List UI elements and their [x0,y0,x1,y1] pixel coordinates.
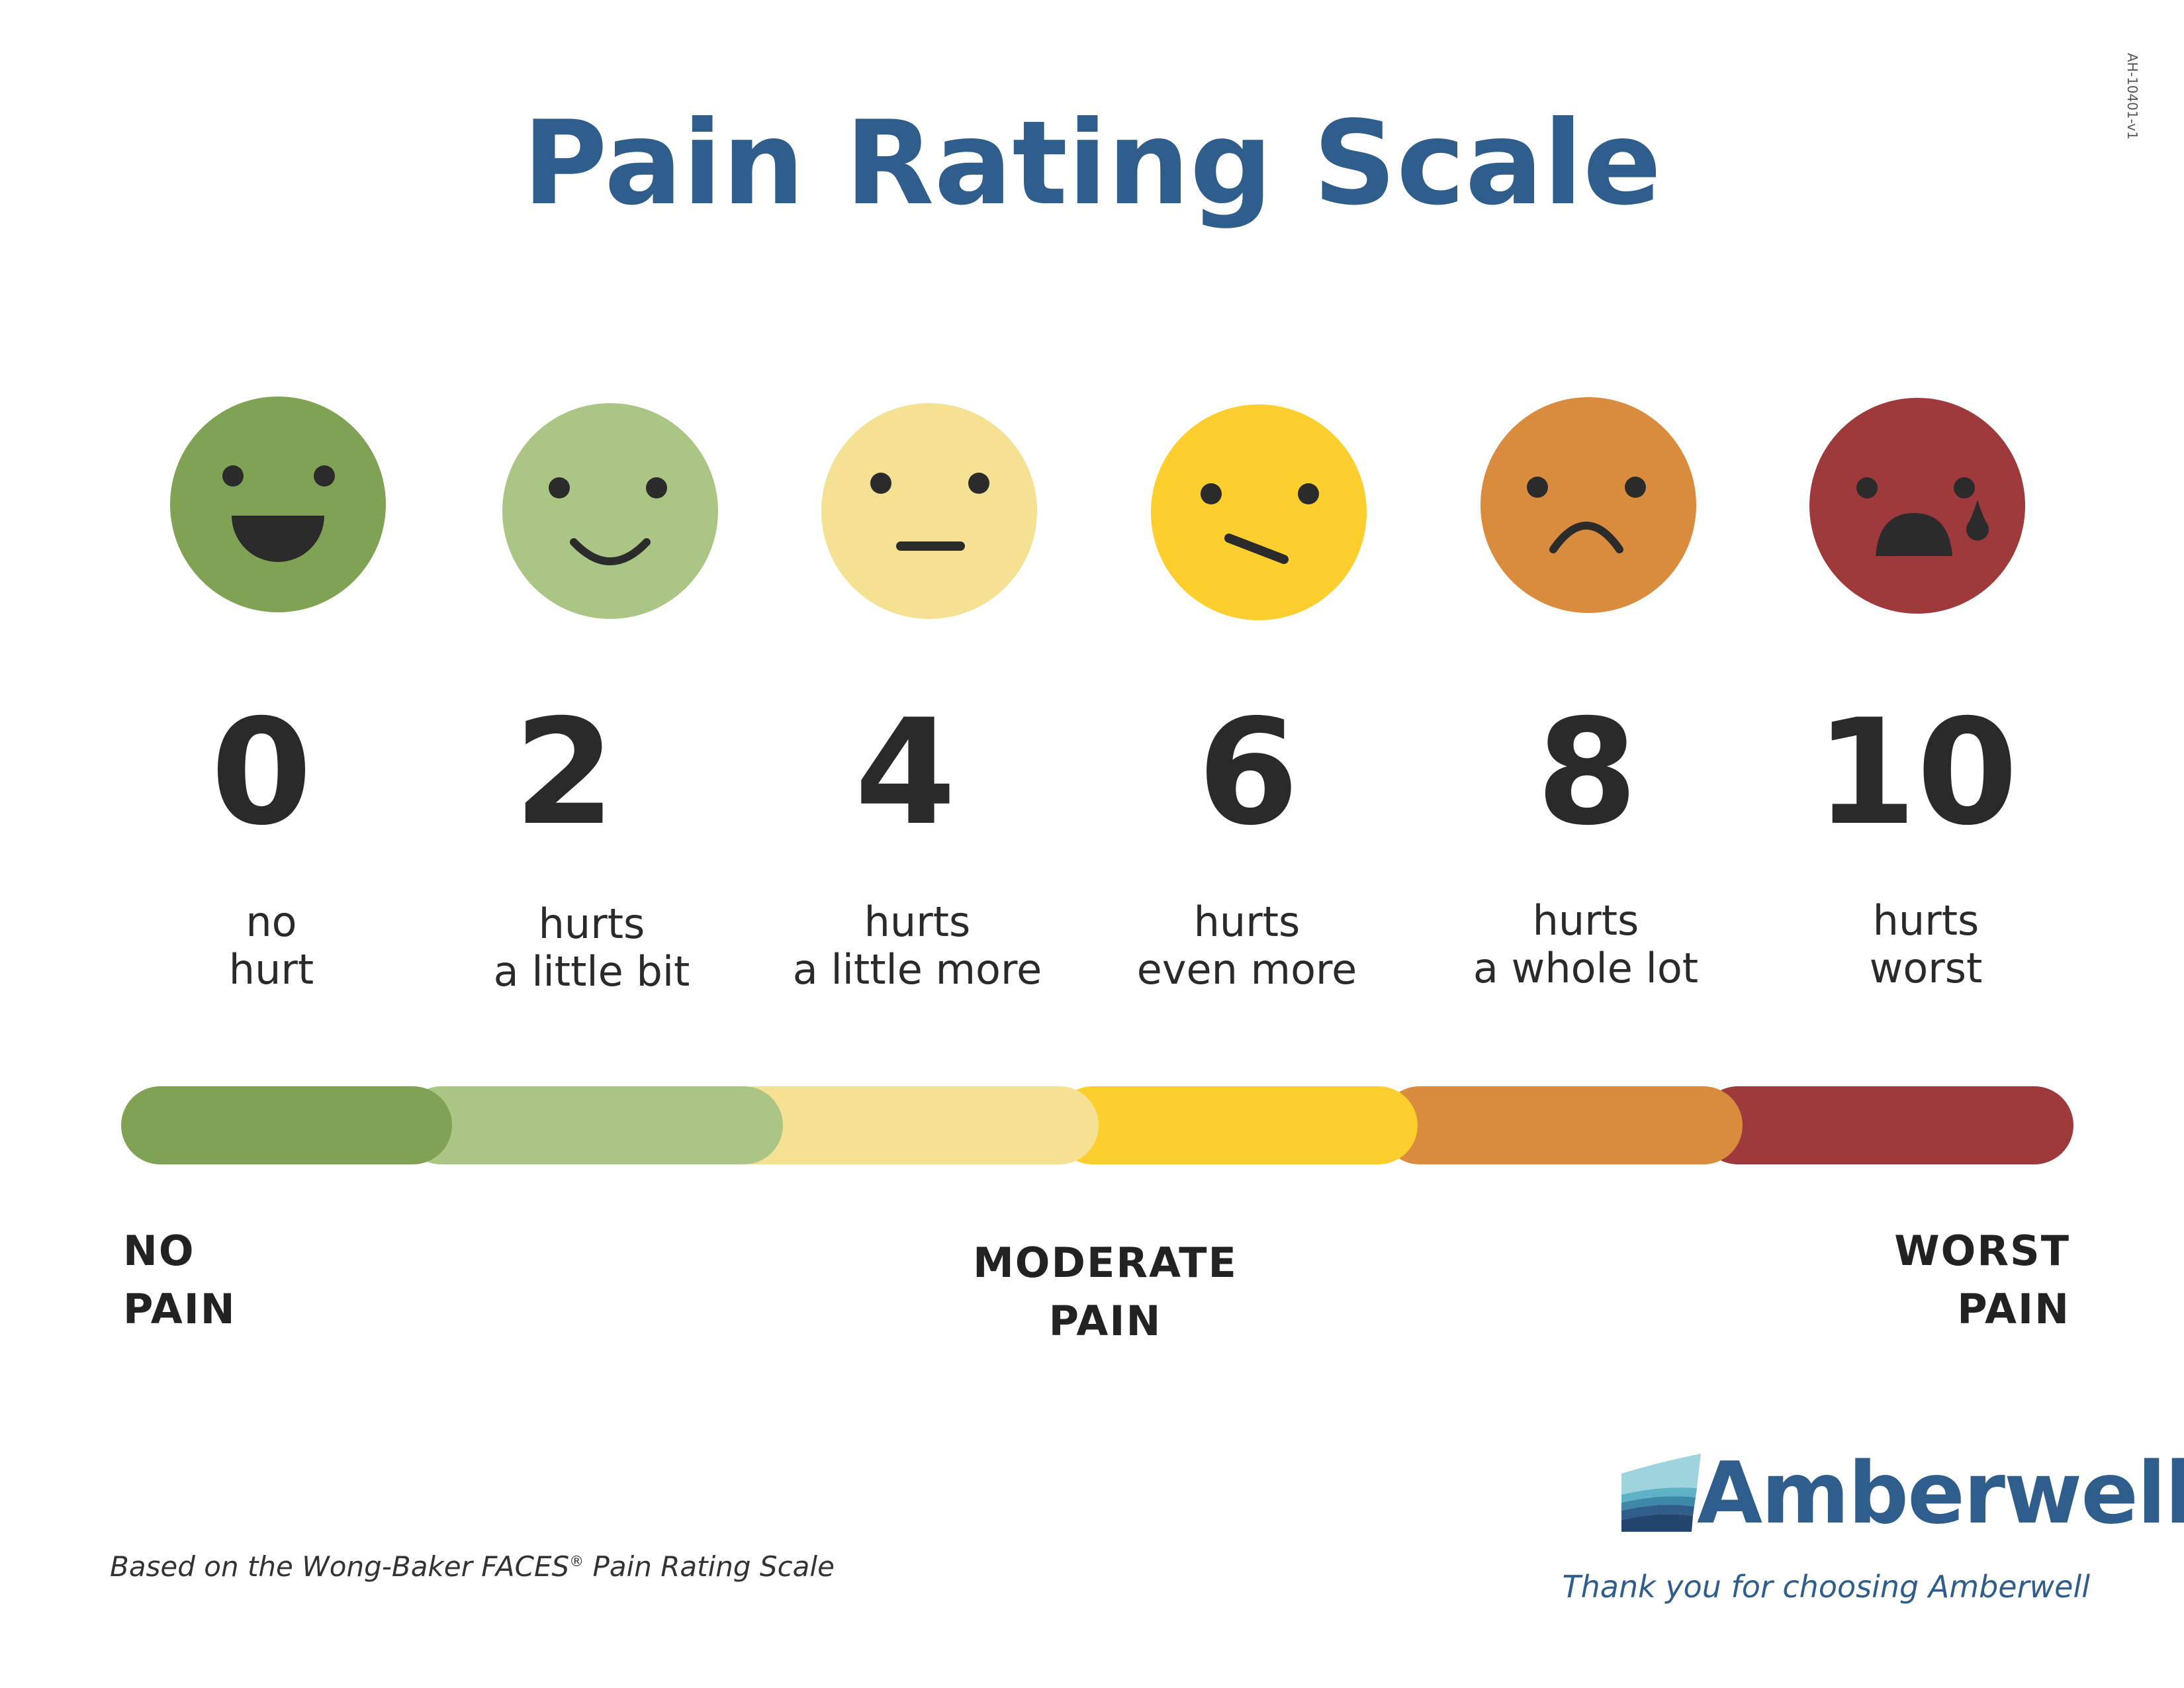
pain-number: 8 [1536,688,1638,857]
scale-segment [1381,1086,1743,1164]
slanted-mouth-face-icon [1151,404,1367,620]
anchor-line: PAIN [1957,1285,2070,1333]
face-circle [1809,398,2025,614]
laughing-face-icon [170,397,386,612]
pain-number: 2 [514,688,615,857]
pain-number: 6 [1197,688,1299,857]
pain-description: hurts worst [1754,897,2098,992]
pain-description: no hurt [99,898,443,994]
registered-mark: ® [569,1554,584,1570]
brand-name: Amberwell [1697,1444,2184,1543]
frowning-face-icon [1480,397,1696,613]
pain-description: hurts a whole lot [1414,897,1758,992]
desc-line-2: a whole lot [1473,944,1699,992]
neutral-face-icon [821,403,1037,619]
anchor-line: WORST [1894,1227,2070,1275]
desc-line-2: a little more [792,945,1042,994]
desc-line-1: no [246,898,297,946]
desc-line-1: hurts [864,898,971,946]
desc-line-1: hurts [1872,896,1979,945]
desc-line-2: worst [1869,944,1983,992]
desc-line-1: hurts [538,900,645,948]
face-circle [821,403,1037,619]
anchor-line: MODERATE [973,1239,1238,1287]
scale-segment [1054,1086,1418,1164]
pain-number: 4 [854,688,956,857]
pain-number: 10 [1815,688,2019,857]
source-footnote: Based on the Wong-Baker FACES® Pain Rati… [110,1550,835,1583]
footnote-text-after: Pain Rating Scale [584,1550,835,1583]
page-title: Pain Rating Scale [522,97,1662,231]
footnote-text: Based on the Wong-Baker FACES [110,1550,570,1583]
pain-description: hurts a little bit [420,900,764,996]
face-circle [502,403,718,619]
desc-line-2: even more [1136,945,1357,994]
pain-description: hurts even more [1075,898,1419,994]
scale-segment [1699,1086,2073,1164]
desc-line-1: hurts [1193,898,1300,946]
scale-anchor-mid: MODERATE PAIN [907,1234,1304,1350]
scale-anchor-low: NO PAIN [123,1222,236,1338]
pain-description: hurts a little more [745,898,1089,994]
scale-segment [402,1086,783,1164]
crying-face-icon [1809,398,2025,614]
anchor-line: NO [123,1227,195,1275]
desc-line-2: a little bit [493,947,690,996]
anchor-line: PAIN [123,1285,236,1333]
anchor-line: PAIN [1048,1297,1162,1345]
scale-segment [121,1086,452,1164]
pain-number: 0 [210,688,312,857]
desc-line-2: hurt [228,945,314,994]
wave-sails-logo-icon [1621,1454,1701,1532]
desc-line-1: hurts [1532,896,1639,945]
scale-anchor-high: WORST PAIN [1894,1222,2070,1338]
brand-tagline: Thank you for choosing Amberwell [1562,1569,2091,1605]
face-circle [1480,397,1696,613]
face-circle [1151,404,1367,620]
face-circle [170,397,386,612]
smiling-face-icon [502,403,718,619]
